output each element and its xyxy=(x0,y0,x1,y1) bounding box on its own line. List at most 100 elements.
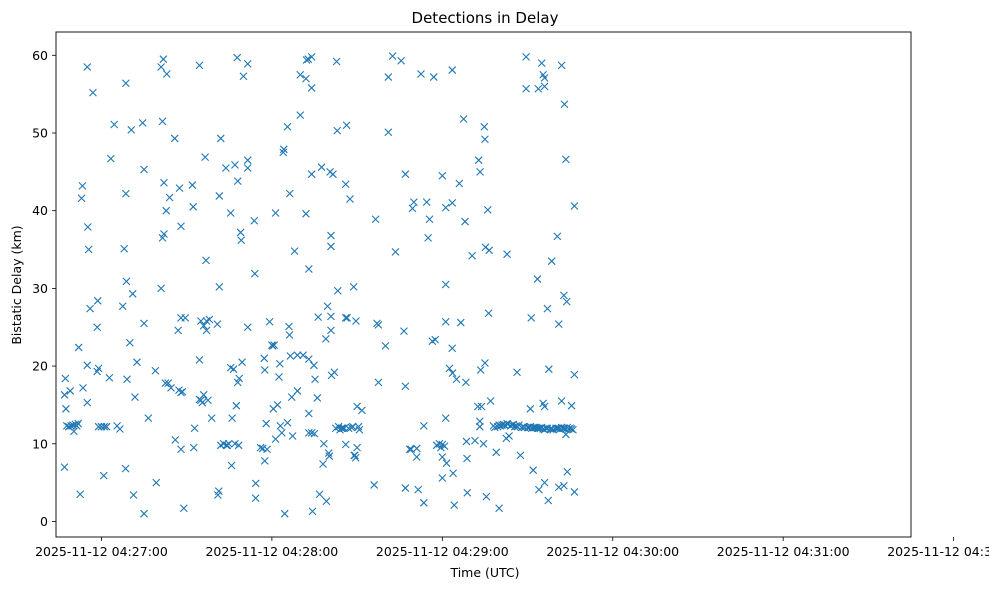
data-point xyxy=(140,319,148,328)
data-point xyxy=(341,440,350,449)
data-point xyxy=(358,406,366,415)
data-point xyxy=(233,177,242,186)
data-point xyxy=(181,314,190,322)
data-point xyxy=(559,481,568,490)
y-tick-label: 0 xyxy=(40,514,48,529)
data-point xyxy=(260,366,269,374)
data-point xyxy=(553,232,562,241)
data-point xyxy=(70,427,78,436)
data-point xyxy=(560,100,569,109)
data-point xyxy=(60,390,69,399)
data-point xyxy=(476,366,485,374)
y-tick-label: 50 xyxy=(32,126,48,141)
data-point xyxy=(205,315,214,324)
data-point xyxy=(341,314,350,322)
data-point xyxy=(412,444,421,453)
data-point xyxy=(474,156,483,165)
data-point xyxy=(235,374,244,383)
data-point xyxy=(105,373,114,382)
chart-title: Detections in Delay xyxy=(412,9,559,27)
data-point xyxy=(349,282,358,291)
data-point xyxy=(321,334,330,343)
data-point xyxy=(237,236,246,245)
data-point xyxy=(201,153,210,161)
data-point xyxy=(72,422,81,430)
data-point xyxy=(144,414,153,423)
data-point xyxy=(76,490,85,499)
data-point xyxy=(490,423,499,432)
data-point xyxy=(213,320,222,329)
data-point xyxy=(384,128,393,137)
data-point xyxy=(227,461,236,470)
data-point xyxy=(401,484,410,492)
data-point xyxy=(333,126,342,135)
data-point xyxy=(397,56,406,65)
data-point xyxy=(83,398,92,407)
data-point xyxy=(140,509,148,518)
data-point xyxy=(540,73,549,82)
data-point xyxy=(167,383,175,392)
data-point xyxy=(400,327,408,336)
data-point xyxy=(243,156,252,165)
data-point xyxy=(441,317,450,326)
data-point xyxy=(198,398,207,407)
data-point xyxy=(307,52,316,61)
data-point xyxy=(262,419,271,428)
data-point xyxy=(355,425,364,434)
data-point xyxy=(462,437,471,446)
data-point xyxy=(228,414,237,423)
data-point xyxy=(442,459,451,468)
data-point xyxy=(537,59,546,67)
data-point xyxy=(202,256,210,265)
data-point xyxy=(138,119,147,127)
data-point xyxy=(271,435,280,443)
data-point xyxy=(370,481,379,489)
data-point xyxy=(157,284,165,293)
data-point xyxy=(327,231,335,240)
data-point xyxy=(250,269,259,278)
data-point xyxy=(89,88,97,97)
data-point xyxy=(308,507,317,516)
data-point xyxy=(275,359,284,368)
data-point xyxy=(327,312,335,321)
data-point xyxy=(337,424,346,433)
data-point xyxy=(459,115,468,123)
data-point xyxy=(121,464,130,473)
data-point xyxy=(260,354,269,363)
plot-frame xyxy=(55,31,912,538)
data-point xyxy=(189,202,198,211)
data-point xyxy=(170,134,179,143)
data-point xyxy=(503,250,511,259)
data-point xyxy=(215,192,224,200)
data-point xyxy=(522,52,530,61)
data-point xyxy=(106,154,115,163)
data-point xyxy=(83,223,92,231)
data-point xyxy=(429,73,438,81)
data-point xyxy=(513,368,521,377)
data-point xyxy=(164,379,173,388)
data-point xyxy=(329,170,337,179)
y-axis-label: Bistatic Delay (km) xyxy=(9,225,24,344)
data-point xyxy=(374,321,383,329)
data-point xyxy=(449,469,457,478)
data-point xyxy=(419,498,428,507)
data-point xyxy=(99,471,108,480)
data-point xyxy=(239,72,248,81)
data-point xyxy=(263,445,271,454)
data-point xyxy=(327,242,335,251)
data-point xyxy=(287,393,296,402)
data-point xyxy=(285,322,293,331)
data-point xyxy=(468,251,477,260)
data-point xyxy=(479,439,488,448)
x-axis-label: Time (UTC) xyxy=(449,565,519,580)
data-point xyxy=(285,189,294,198)
data-point xyxy=(304,355,313,363)
data-point xyxy=(302,209,310,218)
data-point xyxy=(177,445,185,454)
data-point xyxy=(559,291,568,300)
data-point xyxy=(290,247,299,255)
data-point xyxy=(401,382,410,391)
data-point xyxy=(483,206,492,214)
data-point xyxy=(401,170,410,179)
data-point xyxy=(323,302,332,311)
